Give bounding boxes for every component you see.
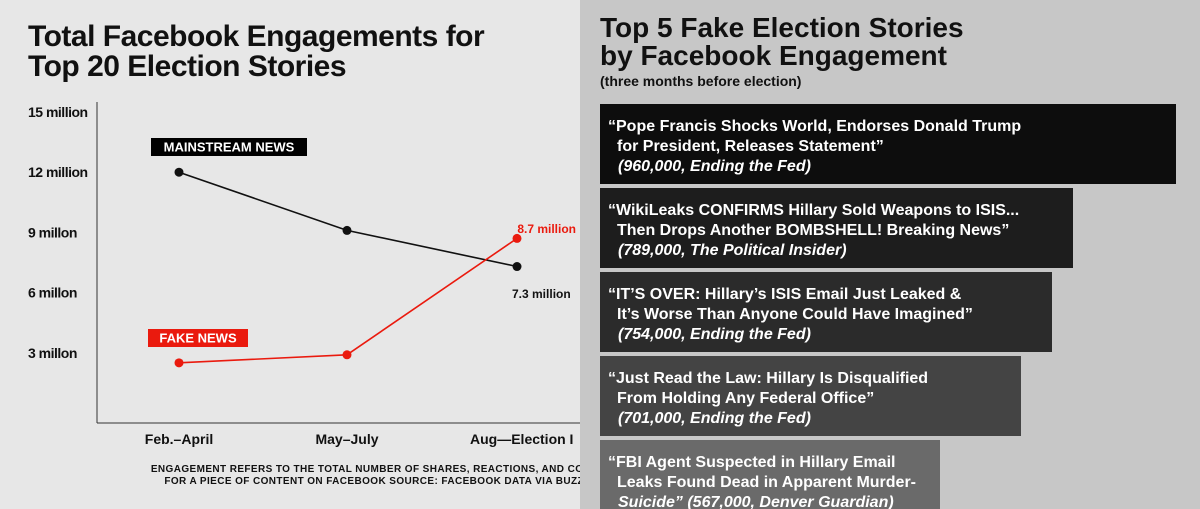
y-tick-label: 15 million <box>28 104 88 120</box>
story-headline-line1: “FBI Agent Suspected in Hillary Email <box>608 454 896 471</box>
stories-subtitle: (three months before election) <box>600 73 802 89</box>
fake-news-point <box>174 358 184 368</box>
story-bar: “IT’S OVER: Hillary’s ISIS Email Just Le… <box>600 272 1052 352</box>
footnote-line2: FOR A PIECE OF CONTENT ON FACEBOOK SOURC… <box>164 476 580 487</box>
story-bar: “FBI Agent Suspected in Hillary Email Lea… <box>600 440 940 509</box>
story-headline-line1: “Pope Francis Shocks World, Endorses Don… <box>608 118 1022 135</box>
story-bar: “Pope Francis Shocks World, Endorses Don… <box>600 104 1176 184</box>
left-panel: Total Facebook Engagements for Top 20 El… <box>0 0 580 509</box>
chart-footnote: ENGAGEMENT REFERS TO THE TOTAL NUMBER OF… <box>130 464 580 488</box>
story-headline-line2: Then Drops Another BOMBSHELL! Breaking N… <box>617 222 1010 239</box>
story-headline-line1: “IT’S OVER: Hillary’s ISIS Email Just Le… <box>608 286 962 303</box>
stories-title: Top 5 Fake Election Stories by Facebook … <box>600 14 1190 90</box>
x-tick-label: Aug—Election I <box>470 431 573 447</box>
chart-title-line2: Top 20 Election Stories <box>28 50 347 83</box>
story-headline-line2: It’s Worse Than Anyone Could Have Imagin… <box>617 306 973 323</box>
stories-title-line2: by Facebook Engagement <box>600 40 947 71</box>
story-headline-line1: “Just Read the Law: Hillary Is Disqualif… <box>608 370 929 387</box>
fake-news-end-value: 8.7 million <box>517 222 576 236</box>
mainstream-news-point <box>342 225 352 235</box>
mainstream-news-end-value: 7.3 million <box>512 287 571 301</box>
y-tick-label: 3 millon <box>28 345 77 361</box>
line-chart: 3 millon 6 millon 9 millon 12 million 15 mil… <box>28 102 580 447</box>
y-tick-label: 6 millon <box>28 285 77 301</box>
stories-title-line1: Top 5 Fake Election Stories <box>600 12 964 43</box>
story-engagement-source: (701,000, Ending the Fed) <box>618 410 811 427</box>
story-engagement-source: Suicide” (567,000, Denver Guardian) <box>618 494 894 509</box>
chart-title: Total Facebook Engagements for Top 20 El… <box>28 22 568 82</box>
mainstream-news-point <box>512 262 522 272</box>
mainstream-news-label-bg <box>151 138 307 156</box>
story-headline-line2: for President, Releases Statement” <box>617 138 884 155</box>
chart-title-line1: Total Facebook Engagements for <box>28 20 485 53</box>
mainstream-news-point <box>174 167 184 177</box>
right-panel: Top 5 Fake Election Stories by Facebook … <box>580 0 1200 509</box>
story-engagement-source: (754,000, Ending the Fed) <box>618 326 811 343</box>
fake-news-point <box>342 350 352 360</box>
story-engagement-source: (789,000, The Political Insider) <box>618 242 847 259</box>
story-bar: “WikiLeaks CONFIRMS Hillary Sold Weapons… <box>600 188 1073 268</box>
x-tick-label: May–July <box>315 431 378 447</box>
story-headline-line2: Leaks Found Dead in Apparent Murder- <box>617 474 916 491</box>
mainstream-news-line <box>178 171 518 268</box>
story-bar: “Just Read the Law: Hillary Is Disqualif… <box>600 356 1021 436</box>
fake-news-label: FAKE NEWS <box>159 331 237 346</box>
footnote-line1: ENGAGEMENT REFERS TO THE TOTAL NUMBER OF… <box>150 464 580 475</box>
y-tick-label: 12 million <box>28 164 88 180</box>
story-engagement-source: (960,000, Ending the Fed) <box>618 158 811 175</box>
story-headline-line1: “WikiLeaks CONFIRMS Hillary Sold Weapons… <box>608 202 1020 219</box>
x-tick-label: Feb.–April <box>145 431 213 447</box>
mainstream-news-label: MAINSTREAM NEWS <box>164 140 295 155</box>
story-headline-line2: From Holding Any Federal Office” <box>617 390 875 407</box>
fake-news-point <box>512 233 522 243</box>
y-tick-label: 9 millon <box>28 224 77 240</box>
fake-news-label-bg <box>148 329 248 347</box>
